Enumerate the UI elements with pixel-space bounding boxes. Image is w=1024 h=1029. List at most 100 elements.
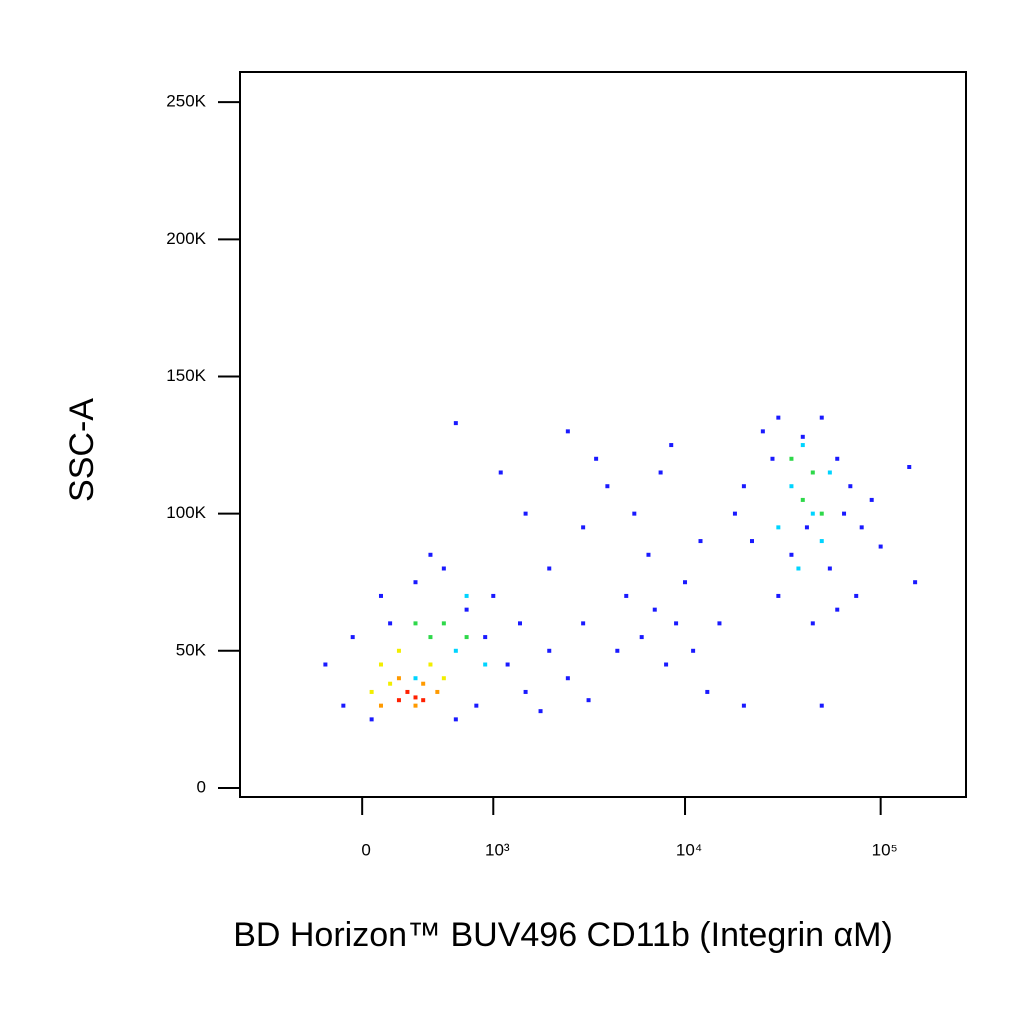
point — [776, 415, 781, 420]
point — [789, 552, 794, 557]
point — [428, 662, 433, 667]
x-tick-label: 10³ — [485, 840, 510, 859]
point — [819, 703, 824, 708]
point — [669, 443, 674, 448]
point — [674, 621, 679, 626]
point — [378, 593, 383, 598]
point — [800, 497, 805, 502]
point — [441, 621, 446, 626]
point — [717, 621, 722, 626]
x-axis-title: BD Horizon™ BUV496 CD11b (Integrin αM) — [233, 916, 893, 954]
point — [565, 429, 570, 434]
point — [683, 580, 688, 585]
point — [341, 703, 346, 708]
y-axis-title: SSC-A — [63, 398, 101, 502]
point — [770, 456, 775, 461]
point — [441, 676, 446, 681]
point — [396, 698, 401, 703]
point — [323, 662, 328, 667]
point — [749, 539, 754, 544]
point — [646, 552, 651, 557]
point — [848, 484, 853, 489]
point — [523, 689, 528, 694]
point — [869, 497, 874, 502]
point — [538, 709, 543, 714]
point — [810, 470, 815, 475]
point — [413, 621, 418, 626]
point — [498, 470, 503, 475]
point — [789, 484, 794, 489]
point — [523, 511, 528, 516]
y-tick-label: 0 — [197, 777, 206, 796]
point — [453, 648, 458, 653]
point — [854, 593, 859, 598]
point — [428, 635, 433, 640]
y-tick-label: 100K — [166, 503, 206, 522]
point — [388, 621, 393, 626]
point — [624, 593, 629, 598]
point — [835, 607, 840, 612]
point — [464, 607, 469, 612]
point — [474, 703, 479, 708]
point — [405, 689, 410, 694]
point — [810, 621, 815, 626]
point — [505, 662, 510, 667]
point — [378, 703, 383, 708]
point — [760, 429, 765, 434]
point — [483, 635, 488, 640]
point — [581, 621, 586, 626]
point — [842, 511, 847, 516]
point — [605, 484, 610, 489]
point — [464, 635, 469, 640]
point — [413, 703, 418, 708]
x-tick-label: 10⁵ — [872, 840, 898, 859]
point — [435, 689, 440, 694]
y-tick-label: 150K — [166, 366, 206, 385]
point — [741, 484, 746, 489]
point — [396, 676, 401, 681]
y-tick-label: 250K — [166, 92, 206, 111]
point — [652, 607, 657, 612]
point — [776, 593, 781, 598]
point — [789, 456, 794, 461]
point — [698, 539, 703, 544]
point — [441, 566, 446, 571]
point — [800, 443, 805, 448]
point — [835, 456, 840, 461]
point — [413, 580, 418, 585]
point — [827, 470, 832, 475]
point — [691, 648, 696, 653]
point — [421, 681, 426, 686]
point — [819, 511, 824, 516]
point — [804, 525, 809, 530]
point — [907, 465, 912, 470]
point — [639, 635, 644, 640]
point — [565, 676, 570, 681]
point — [517, 621, 522, 626]
point — [810, 511, 815, 516]
point — [819, 415, 824, 420]
point — [396, 648, 401, 653]
point — [796, 566, 801, 571]
y-tick-label: 200K — [166, 229, 206, 248]
point — [586, 698, 591, 703]
point — [705, 689, 710, 694]
point — [827, 566, 832, 571]
point — [878, 544, 883, 549]
point — [464, 593, 469, 598]
point — [428, 552, 433, 557]
point — [547, 648, 552, 653]
y-tick-label: 50K — [176, 640, 207, 659]
point — [800, 434, 805, 439]
point — [819, 539, 824, 544]
point — [369, 717, 374, 722]
point — [658, 470, 663, 475]
x-tick-label: 0 — [361, 840, 370, 859]
point — [388, 681, 393, 686]
point — [369, 689, 374, 694]
point — [378, 662, 383, 667]
point — [741, 703, 746, 708]
point — [421, 698, 426, 703]
